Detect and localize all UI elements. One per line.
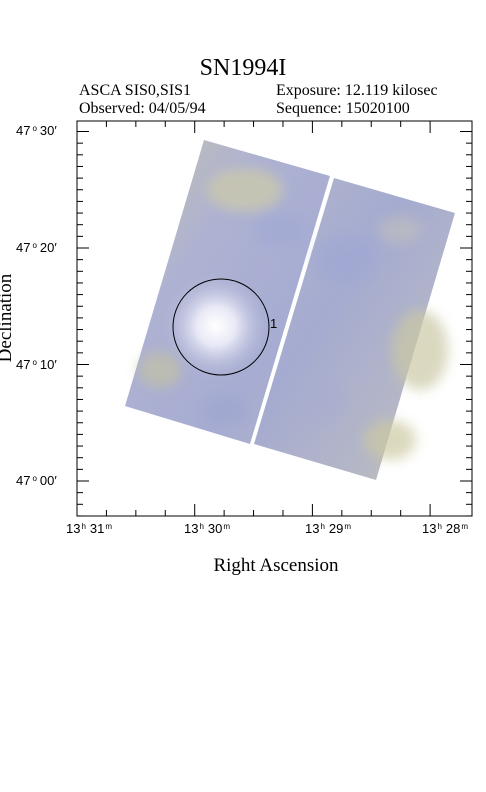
dec-tick-label-00: 47 o 00′ <box>16 473 57 488</box>
plot-frame <box>76 120 473 517</box>
dec-tick-label-10: 47 o 10′ <box>16 357 57 372</box>
detector-chip-right <box>254 178 455 480</box>
source-region-label: 1 <box>270 316 277 331</box>
axis-ticks <box>76 121 472 517</box>
ra-tick-label-28: 13h 28m <box>422 521 468 536</box>
ra-tick-label-30: 13h 30m <box>184 521 230 536</box>
detector-chip-left <box>125 140 330 444</box>
dec-tick-label-20: 47 o 20′ <box>16 240 57 255</box>
y-axis-label: Declination <box>0 273 16 363</box>
source-region-circle <box>172 278 270 376</box>
dec-tick-labels: 47 o 30′ 47 o 20′ 47 o 10′ 47 o 00′ <box>16 123 57 488</box>
sequence-label: Sequence: 15020100 <box>276 100 410 117</box>
ra-tick-labels: 13h 31m 13h 30m 13h 29m 13h 28m <box>66 521 468 536</box>
ra-tick-label-31: 13h 31m <box>66 521 112 536</box>
x-axis-label: Right Ascension <box>213 555 339 576</box>
instrument-label: ASCA SIS0,SIS1 <box>79 82 192 99</box>
ra-tick-label-29: 13h 29m <box>305 521 351 536</box>
image-title: SN1994I <box>199 55 287 81</box>
dec-tick-label-30: 47 o 30′ <box>16 123 57 138</box>
exposure-label: Exposure: 12.119 kilosec <box>276 82 438 99</box>
observed-label: Observed: 04/05/94 <box>79 100 206 117</box>
